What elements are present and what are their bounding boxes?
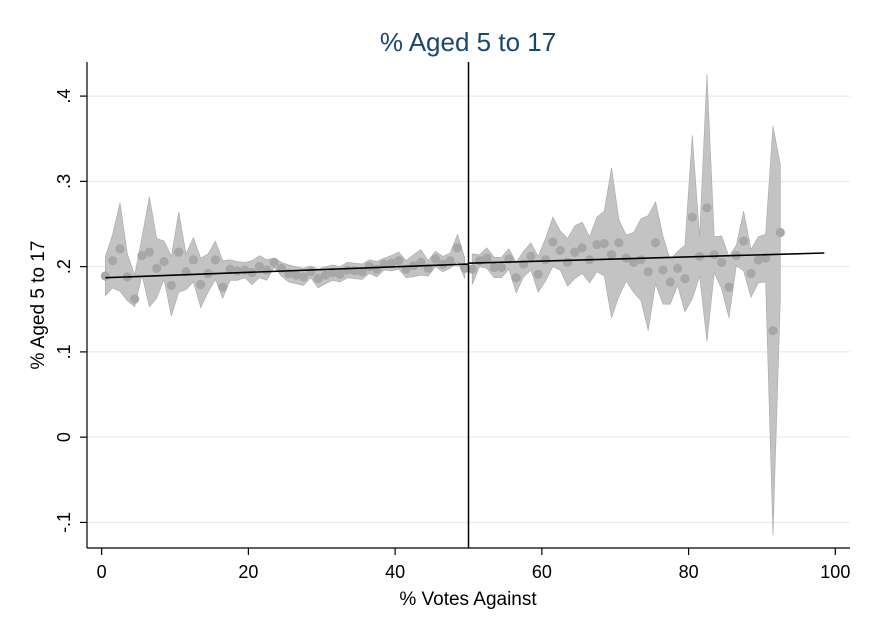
data-point: [687, 212, 697, 222]
data-point: [658, 265, 668, 275]
data-point: [335, 269, 345, 279]
data-point: [548, 237, 558, 247]
data-point: [225, 264, 235, 274]
data-point: [159, 256, 169, 267]
data-point: [298, 272, 309, 282]
data-point: [482, 253, 492, 263]
data-point: [665, 277, 675, 287]
y-ticks: -.1 0 .1 .2 .3 .4: [54, 89, 87, 533]
data-point: [460, 263, 470, 273]
data-point: [416, 257, 426, 267]
data-point: [357, 267, 367, 277]
y-tick-label: -.1: [54, 512, 74, 533]
data-point: [606, 250, 617, 260]
data-point: [254, 262, 265, 272]
data-point: [599, 239, 609, 249]
y-tick-label: 0: [54, 432, 74, 442]
data-point: [452, 243, 463, 253]
x-ticks: 0 20 40 60 80 100: [97, 548, 850, 582]
y-tick-label: .3: [54, 174, 74, 189]
data-point: [570, 247, 580, 257]
data-point: [717, 257, 727, 267]
data-point: [430, 254, 441, 264]
data-point: [100, 271, 110, 281]
fit-line-left: [105, 263, 469, 279]
data-point: [269, 257, 279, 267]
data-point: [761, 253, 771, 263]
data-point: [680, 273, 690, 284]
data-point: [386, 258, 397, 268]
data-point: [467, 264, 477, 274]
confidence-band: [105, 73, 781, 536]
data-point: [166, 280, 176, 290]
y-tick-label: .4: [54, 89, 74, 104]
scatter-points: [100, 203, 785, 336]
fit-line-right: [468, 252, 825, 265]
data-point: [108, 256, 118, 266]
data-point: [328, 268, 338, 278]
data-point: [320, 270, 331, 280]
data-point: [489, 262, 499, 273]
data-point: [196, 279, 206, 290]
x-tick-label: 40: [385, 562, 405, 582]
y-axis-label: % Aged 5 to 17: [28, 241, 49, 370]
data-point: [526, 251, 536, 261]
x-tick-label: 0: [97, 562, 107, 582]
data-point: [672, 263, 683, 273]
data-point: [702, 203, 712, 213]
data-point: [137, 250, 147, 261]
data-point: [555, 245, 565, 256]
x-tick-label: 100: [820, 562, 850, 582]
axes: [86, 62, 850, 549]
data-point: [746, 268, 756, 279]
data-point: [775, 227, 785, 238]
confidence-band-right: [471, 73, 781, 536]
data-point: [174, 247, 184, 257]
confidence-band-left: [105, 196, 466, 317]
data-point: [291, 270, 301, 280]
data-point: [496, 262, 507, 273]
x-tick-label: 80: [679, 562, 699, 582]
data-point: [445, 256, 455, 266]
data-point: [511, 273, 521, 283]
x-tick-label: 60: [532, 562, 552, 582]
data-point: [262, 265, 272, 275]
x-axis-label: % Votes Against: [399, 589, 537, 610]
data-point: [218, 282, 228, 292]
data-point: [130, 294, 140, 304]
data-point: [739, 236, 749, 246]
data-point: [753, 255, 763, 265]
data-point: [650, 238, 661, 248]
fit-lines: [105, 252, 825, 279]
data-point: [438, 259, 448, 269]
data-point: [210, 255, 220, 265]
data-point: [643, 267, 653, 277]
data-point: [768, 325, 778, 336]
data-point: [364, 262, 375, 272]
data-point: [592, 239, 602, 250]
data-point: [533, 269, 543, 279]
y-tick-label: .1: [54, 344, 74, 359]
chart-title: % Aged 5 to 17: [380, 27, 556, 57]
data-point: [313, 273, 323, 284]
data-point: [152, 263, 162, 273]
data-point: [115, 244, 125, 254]
data-point: [724, 282, 734, 292]
data-point: [628, 257, 639, 267]
y-tick-label: .2: [54, 259, 74, 274]
data-point: [614, 238, 624, 248]
data-point: [394, 256, 404, 266]
data-point: [709, 250, 719, 260]
data-point: [636, 255, 646, 265]
data-point: [306, 267, 316, 277]
data-point: [577, 243, 587, 253]
x-tick-label: 20: [238, 562, 258, 582]
data-point: [144, 247, 154, 257]
data-point: [540, 255, 551, 265]
data-point: [188, 255, 198, 265]
data-point: [562, 257, 573, 267]
